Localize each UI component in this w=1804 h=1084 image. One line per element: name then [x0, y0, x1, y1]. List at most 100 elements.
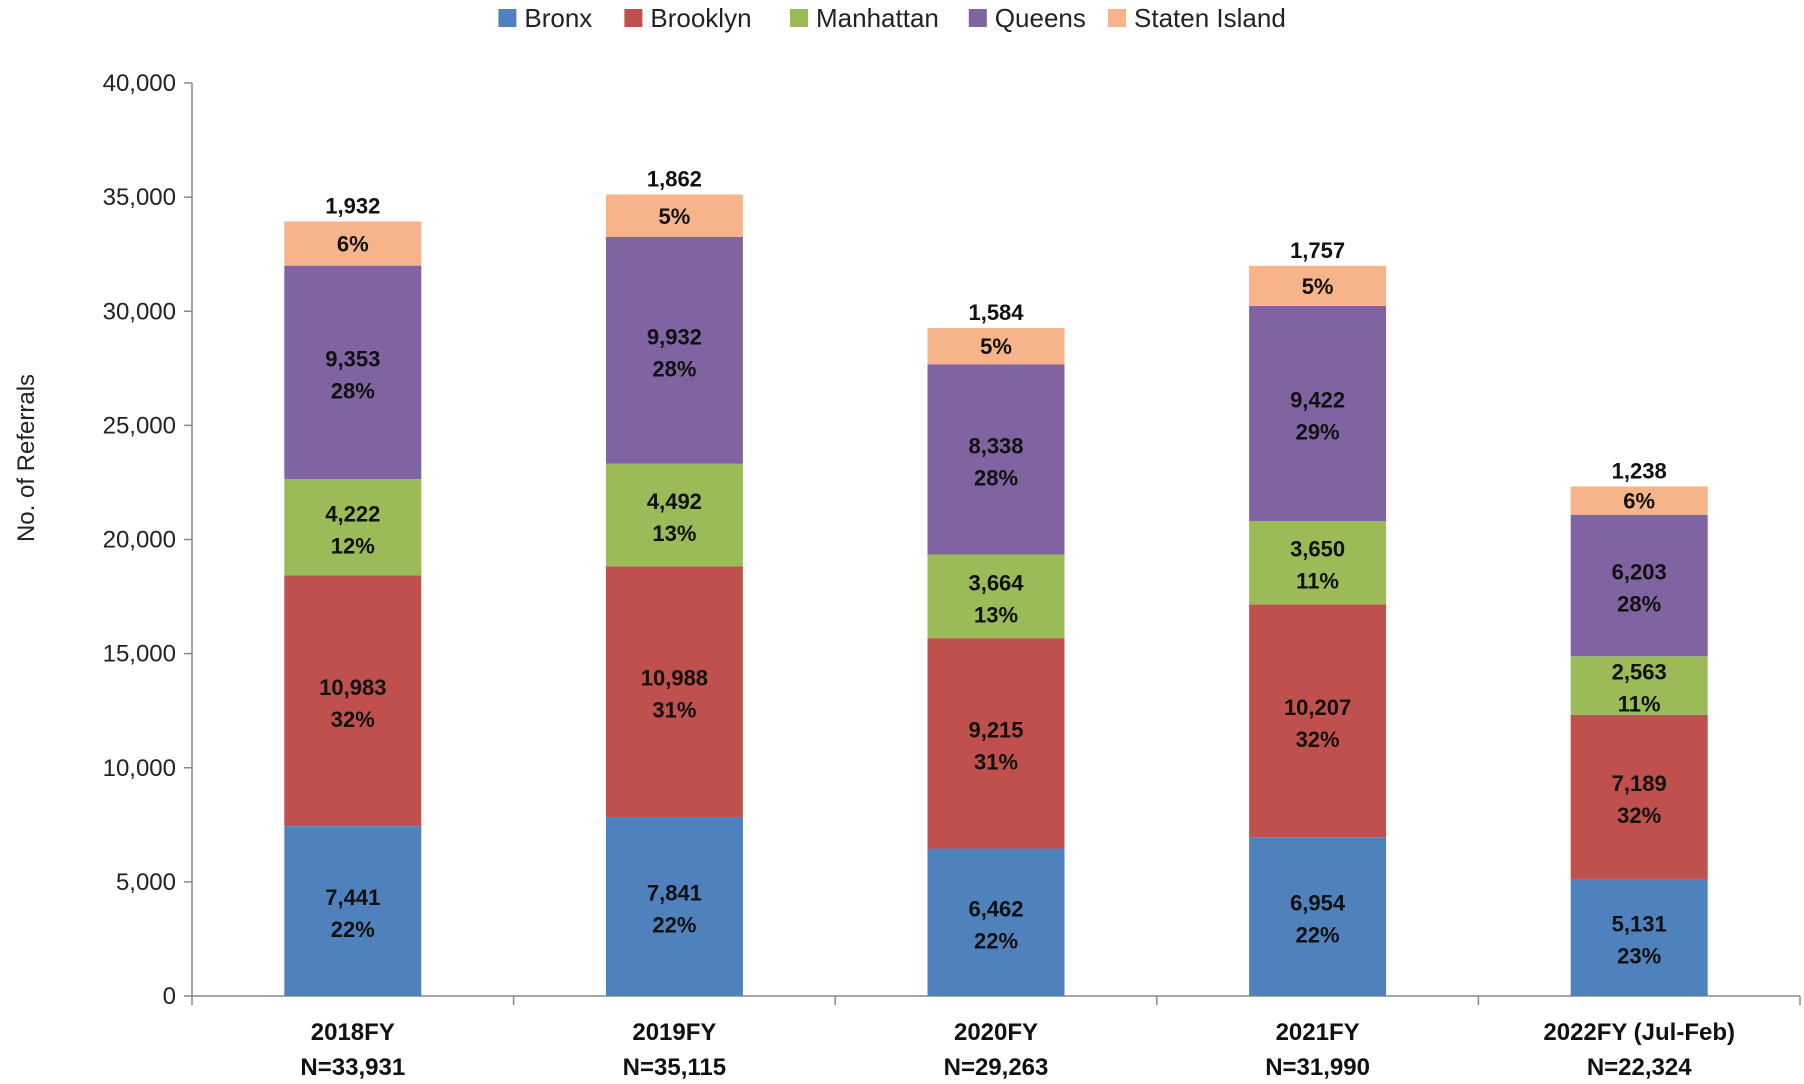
data-label-value: 7,841	[647, 881, 702, 906]
data-label-percent: 5%	[659, 204, 691, 229]
bar-segment	[1249, 305, 1387, 521]
legend-label: Manhattan	[816, 3, 939, 33]
data-label-percent: 22%	[331, 917, 375, 942]
x-category-total: N=22,324	[1587, 1054, 1692, 1081]
bar-segment	[927, 554, 1065, 639]
y-tick-label: 20,000	[103, 527, 176, 554]
legend-label: Queens	[995, 3, 1086, 33]
data-label-value: 4,222	[325, 501, 380, 526]
bar-segment	[1249, 520, 1387, 605]
data-label-percent: 31%	[974, 749, 1018, 774]
data-label-value: 2,563	[1612, 660, 1667, 685]
bar-segment	[927, 638, 1065, 849]
bar-segment	[284, 479, 422, 576]
bar-segment	[927, 364, 1065, 555]
legend-label: Bronx	[524, 3, 592, 33]
bar-segment	[1570, 656, 1708, 715]
data-label-value: 7,441	[325, 885, 380, 910]
legend-swatch	[498, 9, 517, 27]
data-label-value: 10,983	[319, 675, 386, 700]
data-label-percent: 6%	[337, 232, 369, 257]
x-category-label: 2022FY (Jul-Feb)	[1543, 1019, 1735, 1046]
data-label-value: 9,422	[1290, 387, 1345, 412]
data-label-percent: 12%	[331, 533, 375, 558]
legend-swatch	[1108, 9, 1126, 27]
bar-segment	[284, 575, 422, 827]
data-label-value: 3,664	[968, 570, 1024, 595]
bar-segment	[927, 848, 1065, 996]
x-category-total: N=31,990	[1265, 1054, 1370, 1081]
x-category-total: N=33,931	[300, 1054, 405, 1081]
bar-segment	[1249, 265, 1387, 306]
bar-segment	[284, 265, 422, 480]
bar-segment	[1570, 514, 1708, 657]
x-category-label: 2020FY	[954, 1019, 1038, 1046]
data-label-value: 1,862	[647, 167, 702, 192]
bar-segment	[1570, 486, 1708, 515]
data-label-percent: 13%	[974, 602, 1018, 627]
bar-segment	[605, 566, 743, 818]
y-tick-label: 15,000	[103, 641, 176, 668]
data-label-percent: 23%	[1617, 943, 1661, 968]
data-label-value: 1,238	[1612, 458, 1667, 483]
data-label-value: 10,207	[1284, 695, 1351, 720]
legend-swatch	[968, 9, 987, 27]
x-category-total: N=29,263	[944, 1054, 1049, 1081]
bar-segment	[605, 817, 743, 996]
data-label-percent: 22%	[974, 928, 1018, 953]
data-label-value: 6,462	[968, 896, 1023, 921]
data-label-value: 9,353	[325, 346, 380, 371]
data-label-percent: 22%	[652, 913, 696, 938]
y-tick-label: 30,000	[103, 298, 176, 325]
data-label-percent: 22%	[1296, 923, 1340, 948]
data-label-percent: 28%	[974, 465, 1018, 490]
data-label-percent: 13%	[652, 521, 696, 546]
data-label-percent: 5%	[1302, 274, 1334, 299]
data-label-percent: 32%	[331, 707, 375, 732]
legend-swatch	[790, 9, 808, 27]
y-axis: 0 5,000 10,000 15,000 20,000 25,000 30,000 35,0…	[103, 70, 193, 1010]
data-label-percent: 28%	[331, 378, 375, 403]
bar-segment	[1570, 878, 1708, 996]
bar-segment	[605, 237, 743, 464]
bar-segment	[284, 826, 422, 996]
data-label-percent: 32%	[1617, 803, 1661, 828]
data-label-value: 10,988	[641, 666, 708, 691]
bar-segment	[605, 463, 743, 567]
data-label-percent: 28%	[652, 356, 696, 381]
y-tick-label: 10,000	[103, 755, 176, 782]
bar-segment	[1249, 604, 1387, 838]
y-tick-label: 35,000	[103, 184, 176, 211]
legend: Bronx Brooklyn Manhattan Queens Staten Islan…	[498, 3, 1286, 33]
data-label-value: 1,584	[968, 300, 1024, 325]
data-label-percent: 5%	[980, 334, 1012, 359]
data-label-value: 5,131	[1612, 911, 1667, 936]
data-label-value: 1,757	[1290, 238, 1345, 263]
data-label-value: 8,338	[968, 433, 1023, 458]
x-category-total: N=35,115	[623, 1054, 726, 1081]
data-label-value: 9,215	[968, 717, 1023, 742]
y-tick-label: 25,000	[103, 412, 176, 439]
x-category-label: 2021FY	[1276, 1019, 1360, 1046]
x-axis: 2018FY N=33,931 2019FY N=35,115 2020FY N=29,2…	[191, 995, 1801, 1081]
x-category-label: 2018FY	[311, 1019, 395, 1046]
data-label-percent: 11%	[1296, 569, 1339, 594]
data-label-percent: 31%	[652, 698, 696, 723]
y-tick-label: 0	[163, 983, 176, 1010]
data-label-value: 7,189	[1612, 771, 1667, 796]
data-label-percent: 28%	[1617, 592, 1661, 617]
bar-segment	[284, 221, 422, 266]
data-label-value: 4,492	[647, 489, 702, 514]
bar-segment	[605, 194, 743, 238]
data-label-percent: 11%	[1618, 692, 1661, 717]
data-label-percent: 29%	[1296, 419, 1340, 444]
data-label-value: 6,954	[1290, 891, 1346, 916]
y-tick-label: 40,000	[103, 70, 176, 97]
data-label-value: 1,932	[325, 194, 380, 219]
bar-segment	[1570, 714, 1708, 879]
data-label-percent: 6%	[1623, 489, 1655, 514]
legend-label: Brooklyn	[650, 3, 751, 33]
x-category-label: 2019FY	[632, 1019, 716, 1046]
bar-segment	[927, 328, 1065, 365]
